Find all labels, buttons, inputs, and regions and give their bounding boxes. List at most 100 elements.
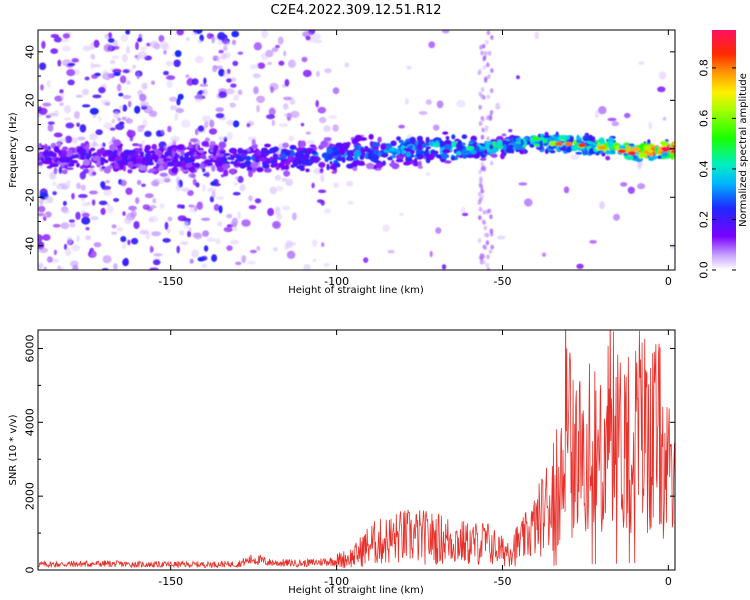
heatmap-cell: [481, 127, 485, 133]
heatmap-cell: [65, 135, 73, 144]
heatmap-cell: [226, 119, 234, 126]
heatmap-cell: [80, 184, 86, 191]
heatmap-cell: [188, 227, 192, 232]
heatmap-cell: [92, 155, 101, 162]
heatmap-cell: [489, 141, 493, 145]
heatmap-cell: [67, 79, 75, 86]
heatmap-cell: [60, 150, 68, 157]
heatmap-cell: [625, 155, 634, 161]
heatmap-cell: [134, 105, 141, 114]
heatmap-cell: [202, 88, 208, 97]
heatmap-cell: [607, 117, 617, 122]
heatmap-cell: [563, 186, 570, 194]
heatmap-cell: [489, 110, 494, 115]
heatmap-cell: [237, 89, 243, 96]
heatmap-cell: [255, 156, 261, 163]
heatmap-cell: [117, 117, 121, 122]
heatmap-cell: [42, 102, 52, 107]
heatmap-cell: [271, 119, 275, 127]
heatmap-cell: [275, 206, 280, 212]
heatmap-cell: [118, 92, 124, 97]
heatmap-cell: [164, 158, 172, 162]
heatmap-cell: [215, 238, 221, 245]
heatmap-cell: [261, 30, 269, 39]
heatmap-cell: [643, 145, 652, 151]
heatmap-cell: [432, 142, 441, 148]
heatmap-cell: [276, 185, 284, 192]
heatmap-cell: [201, 140, 209, 147]
heatmap-cell: [354, 134, 363, 142]
heatmap-cell: [456, 151, 462, 156]
heatmap-cell: [77, 136, 86, 141]
heatmap-cell: [285, 178, 294, 187]
heatmap-cell: [129, 135, 134, 142]
heatmap-cell: [387, 156, 393, 161]
heatmap-cell: [251, 139, 256, 146]
heatmap-cell: [388, 147, 397, 152]
heatmap-cell: [102, 70, 108, 74]
heatmap-cell: [473, 142, 477, 148]
heatmap-cell: [323, 262, 330, 268]
heatmap-cell: [248, 195, 253, 202]
heatmap-cell: [480, 50, 484, 56]
heatmap-cell: [244, 160, 252, 168]
heatmap-cell: [488, 249, 493, 255]
heatmap-cell: [111, 224, 117, 229]
heatmap-cell: [213, 203, 220, 212]
x-tick-label: -150: [158, 575, 183, 588]
heatmap-cell: [627, 151, 636, 156]
heatmap-cell: [54, 109, 59, 117]
heatmap-cell: [618, 145, 627, 150]
heatmap-cell: [110, 59, 116, 65]
heatmap-cell: [482, 259, 487, 265]
heatmap-cell: [38, 262, 44, 270]
heatmap-cell: [341, 156, 346, 163]
heatmap-cell: [477, 70, 482, 76]
heatmap-cell: [409, 153, 415, 158]
heatmap-cell: [58, 183, 68, 187]
heatmap-cell: [176, 97, 181, 106]
heatmap-cell: [637, 161, 643, 168]
heatmap-cell: [290, 110, 300, 118]
heatmap-cell: [276, 213, 283, 221]
heatmap-cell: [539, 140, 543, 148]
heatmap-cell: [353, 156, 359, 161]
heatmap-cell: [76, 122, 80, 128]
heatmap-cell: [425, 147, 429, 154]
heatmap-cell: [481, 43, 486, 49]
heatmap-cell: [211, 191, 216, 199]
heatmap-cell: [198, 149, 204, 153]
heatmap-cell: [206, 237, 216, 243]
heatmap-cell: [123, 257, 129, 266]
heatmap-cell: [127, 169, 133, 174]
heatmap-cell: [303, 264, 311, 270]
heatmap-cell: [435, 140, 440, 144]
heatmap-cell: [331, 170, 337, 174]
heatmap-cell: [231, 76, 236, 84]
heatmap-cell: [187, 230, 192, 238]
heatmap-cell: [326, 163, 330, 171]
heatmap-cell: [305, 168, 310, 173]
heatmap-cell: [490, 35, 494, 40]
heatmap-cell: [130, 210, 137, 218]
heatmap-cell: [466, 154, 475, 159]
heatmap-cell: [554, 141, 563, 146]
heatmap-cell: [104, 159, 109, 164]
heatmap-cell: [56, 161, 60, 165]
heatmap-cell: [296, 165, 305, 170]
y-tick-label: 0: [24, 567, 37, 574]
heatmap-cell: [558, 135, 567, 141]
heatmap-cell: [287, 59, 296, 68]
heatmap-cell: [428, 41, 436, 49]
heatmap-cell: [226, 245, 233, 251]
heatmap-cell: [653, 146, 659, 154]
heatmap-cell: [81, 212, 90, 218]
heatmap-cell: [329, 161, 333, 165]
heatmap-cell: [425, 172, 431, 177]
heatmap-cell: [224, 36, 228, 45]
heatmap-cell: [480, 252, 484, 258]
heatmap-cell: [139, 101, 150, 107]
heatmap-cell: [256, 246, 261, 251]
heatmap-cell: [282, 205, 291, 211]
heatmap-cell: [480, 87, 485, 92]
